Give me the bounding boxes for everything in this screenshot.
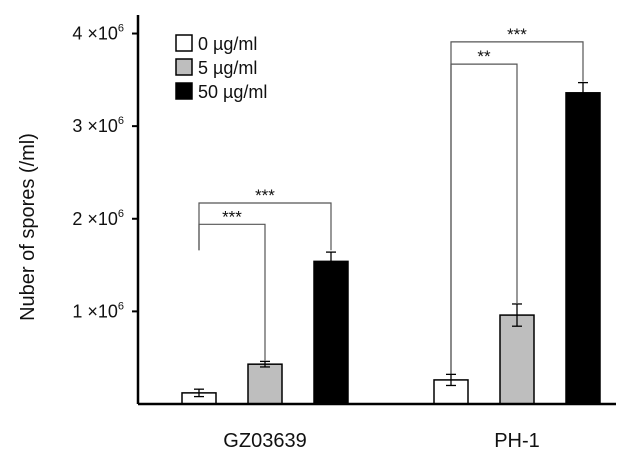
- significance-bracket: ***: [198, 207, 266, 361]
- bar-ph-1-2: [565, 92, 601, 405]
- significance-label: ***: [222, 207, 242, 226]
- y-tick: 2 ×106: [72, 208, 138, 229]
- error-bar: [512, 303, 522, 327]
- error-bar: [446, 373, 456, 387]
- error-bars: [194, 81, 588, 398]
- bar-gz03639-2: [313, 260, 349, 405]
- axes: [136, 15, 616, 406]
- bars: [181, 92, 601, 405]
- x-ticks: GZ03639 PH-1: [223, 430, 539, 452]
- significance-label: ***: [255, 186, 275, 205]
- error-bar: [260, 360, 270, 368]
- y-tick-label: 3 ×106: [72, 115, 124, 136]
- legend-label: 50 µg/ml: [198, 82, 267, 102]
- y-tick-label: 4 ×106: [72, 23, 124, 44]
- bar-gz03639-1: [247, 363, 283, 405]
- legend-swatch: [175, 34, 193, 52]
- y-tick: 1 ×106: [72, 300, 138, 321]
- significance-label: ***: [507, 25, 527, 44]
- legend-item: 50 µg/ml: [175, 82, 267, 102]
- legend-label: 5 µg/ml: [198, 58, 257, 78]
- error-bar: [194, 388, 204, 398]
- legend-item: 0 µg/ml: [175, 34, 257, 54]
- x-tick-label: GZ03639: [223, 430, 306, 452]
- y-tick: 3 ×106: [72, 115, 138, 136]
- y-ticks: 1 ×106 2 ×106 3 ×106 4 ×106: [72, 23, 138, 321]
- y-tick-label: 2 ×106: [72, 208, 124, 229]
- significance-brackets: ***********: [198, 25, 584, 375]
- legend-swatch: [175, 82, 193, 100]
- x-tick-label: PH-1: [494, 430, 540, 452]
- y-tick-label: 1 ×106: [72, 300, 124, 321]
- legend-swatch: [175, 58, 193, 76]
- y-axis-label: Nuber of spores (/ml): [17, 133, 39, 321]
- bar-ph-1-1: [499, 314, 535, 405]
- significance-bracket: ***: [198, 186, 332, 251]
- significance-label: **: [477, 47, 491, 66]
- legend-label: 0 µg/ml: [198, 34, 257, 54]
- error-bar: [326, 251, 336, 272]
- y-tick: 4 ×106: [72, 23, 138, 44]
- significance-bracket: ***: [450, 25, 584, 375]
- legend: 0 µg/ml 5 µg/ml 50 µg/ml: [175, 34, 267, 102]
- legend-item: 5 µg/ml: [175, 58, 257, 78]
- error-bar: [578, 81, 588, 104]
